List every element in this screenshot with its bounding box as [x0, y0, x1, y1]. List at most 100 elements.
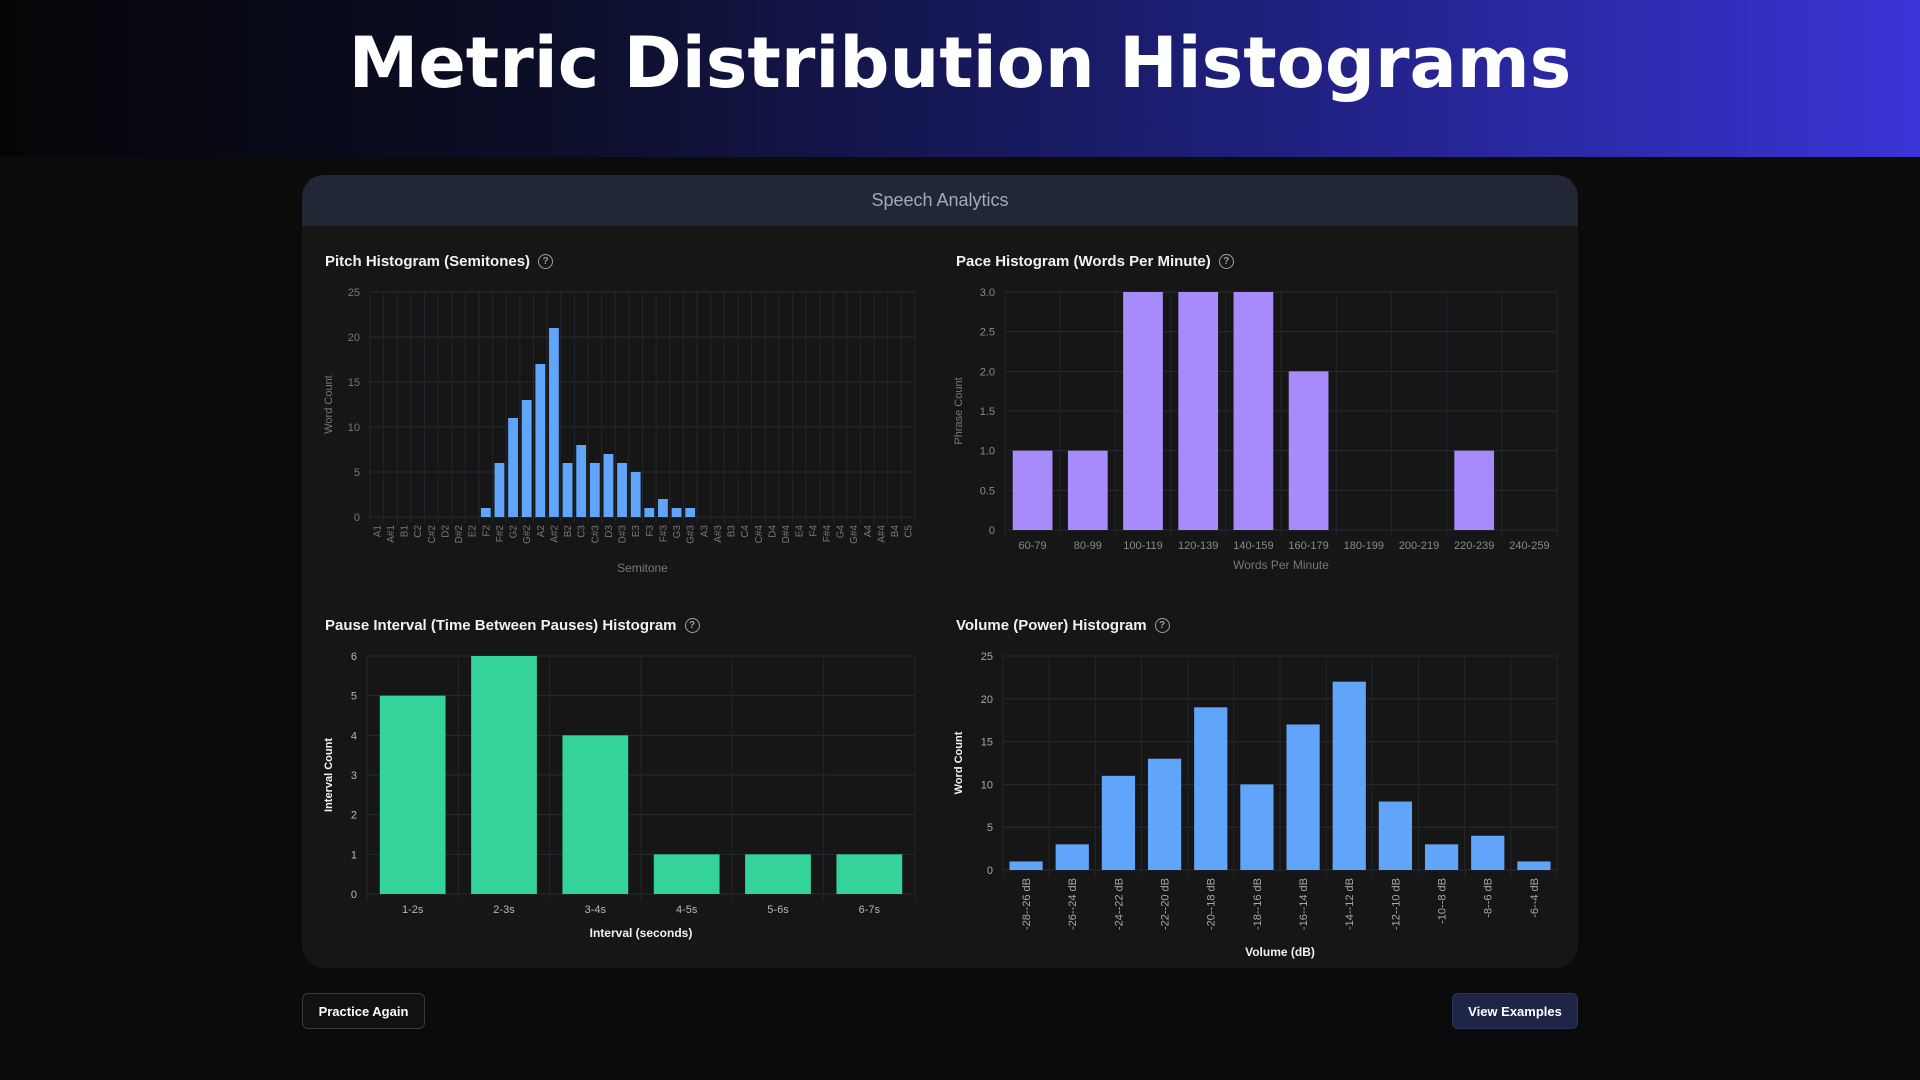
- y-tick-label: 25: [981, 651, 993, 663]
- x-tick-label: G2: [509, 525, 520, 539]
- bar-G2: [508, 418, 518, 517]
- pause-panel-title: Pause Interval (Time Between Pauses) His…: [325, 617, 700, 634]
- x-tick-label: 60-79: [1019, 540, 1047, 552]
- x-tick-label: E2: [468, 525, 479, 538]
- pause-histogram-chart: 0 1 2 3 4 5 6 1-2s 2-3s 3-4s 4-5s 5-6s 6-7s Interval …: [323, 651, 916, 940]
- x-tick-label: 160-179: [1288, 540, 1328, 552]
- bar--6-4-dB: [1517, 861, 1551, 870]
- x-tick-label: 1-2s: [402, 904, 424, 916]
- bar--20-18-dB: [1194, 707, 1228, 870]
- pitch-panel-title: Pitch Histogram (Semitones) ?: [325, 253, 554, 270]
- x-tick-label: 6-7s: [859, 904, 881, 916]
- x-tick-label: -16--14 dB: [1298, 878, 1310, 930]
- x-tick-label: C2: [413, 525, 424, 538]
- bar--28-26-dB: [1009, 861, 1043, 870]
- y-tick-label: 3: [351, 770, 357, 782]
- x-tick-label: E4: [795, 525, 806, 538]
- x-tick-label: A1: [372, 525, 383, 538]
- x-tick-label: 2-3s: [493, 904, 515, 916]
- x-tick-label: G#4: [849, 525, 860, 544]
- pace-title-text: Pace Histogram (Words Per Minute): [956, 253, 1211, 270]
- bar-G-3: [685, 508, 696, 517]
- x-tick-label: F3: [645, 525, 656, 537]
- y-tick-label: 15: [348, 377, 360, 389]
- x-tick-label: A#2: [549, 525, 560, 543]
- view-examples-button[interactable]: View Examples: [1452, 993, 1578, 1029]
- y-tick-label: 0: [354, 512, 360, 524]
- y-tick-label: 3.0: [980, 287, 995, 299]
- y-axis-title: Word Count: [323, 375, 335, 434]
- x-tick-label: B4: [890, 525, 901, 538]
- x-tick-label: E3: [631, 525, 642, 538]
- x-tick-label: -24--22 dB: [1113, 878, 1125, 930]
- x-axis-title: Volume (dB): [1245, 945, 1315, 959]
- y-tick-label: 1.5: [980, 406, 995, 418]
- y-tick-label: 2.0: [980, 366, 995, 378]
- practice-again-button[interactable]: Practice Again: [302, 993, 425, 1029]
- help-icon[interactable]: ?: [1154, 618, 1170, 633]
- x-tick-label: -8--6 dB: [1483, 878, 1495, 918]
- bar-G3: [671, 508, 682, 517]
- bar--14-12-dB: [1332, 681, 1366, 870]
- x-tick-label: A2: [536, 525, 547, 538]
- y-tick-label: 0: [351, 889, 357, 901]
- pace-panel-title: Pace Histogram (Words Per Minute) ?: [956, 253, 1234, 270]
- pace-histogram-chart: 0 0.5 1.0 1.5 2.0 2.5 3.0 60-79 80-99 100-119 120-…: [953, 287, 1558, 572]
- bar-D-3: [617, 463, 627, 517]
- y-tick-label: 1.0: [980, 446, 995, 458]
- x-tick-label: 120-139: [1178, 540, 1218, 552]
- x-tick-label: 5-6s: [767, 904, 789, 916]
- x-tick-label: G#3: [686, 525, 697, 544]
- y-tick-label: 25: [348, 287, 360, 299]
- bar--10-8-dB: [1424, 844, 1459, 870]
- help-icon[interactable]: ?: [538, 254, 554, 269]
- x-tick-label: B3: [727, 525, 738, 538]
- x-tick-label: -14--12 dB: [1344, 878, 1356, 930]
- x-tick-label: A#1: [386, 525, 397, 543]
- x-tick-label: G#2: [522, 525, 533, 544]
- bar--26-24-dB: [1055, 844, 1089, 870]
- bar-160-179: [1288, 371, 1329, 530]
- y-axis-title: Word Count: [953, 731, 965, 794]
- y-tick-label: 1: [351, 849, 357, 861]
- bar-C3: [576, 445, 587, 517]
- x-tick-label: G4: [836, 525, 847, 539]
- bar-1-2s: [379, 695, 446, 894]
- help-icon[interactable]: ?: [1218, 254, 1234, 269]
- bar-3-4s: [562, 735, 629, 894]
- y-tick-label: 10: [348, 422, 360, 434]
- y-tick-label: 5: [354, 467, 360, 479]
- pitch-title-text: Pitch Histogram (Semitones): [325, 253, 531, 270]
- x-tick-label: D#2: [454, 525, 465, 544]
- x-axis-title: Words Per Minute: [1233, 558, 1329, 572]
- y-tick-label: 0.5: [980, 485, 995, 497]
- card-title: Speech Analytics: [302, 175, 1578, 226]
- bar-F-2: [494, 463, 505, 517]
- x-tick-label: 3-4s: [585, 904, 607, 916]
- bar--16-14-dB: [1286, 724, 1320, 870]
- y-tick-label: 5: [351, 691, 357, 703]
- bar-A-2: [549, 328, 559, 517]
- x-tick-label: D#4: [781, 525, 792, 544]
- y-tick-label: 6: [351, 651, 357, 663]
- x-tick-label: F4: [808, 525, 819, 537]
- x-tick-label: -18--16 dB: [1252, 878, 1264, 930]
- pause-title-text: Pause Interval (Time Between Pauses) His…: [325, 617, 677, 634]
- volume-panel-title: Volume (Power) Histogram ?: [956, 617, 1170, 634]
- bar--24-22-dB: [1101, 775, 1136, 870]
- help-icon[interactable]: ?: [684, 618, 700, 633]
- x-tick-label: B2: [563, 525, 574, 538]
- x-tick-label: C4: [740, 525, 751, 538]
- header-banner: Metric Distribution Histograms: [0, 0, 1920, 157]
- x-tick-label: -20--18 dB: [1206, 878, 1218, 930]
- y-axis-title: Phrase Count: [953, 377, 965, 444]
- x-tick-label: C#2: [427, 525, 438, 544]
- y-tick-label: 15: [981, 737, 993, 749]
- bar--22-20-dB: [1147, 758, 1182, 870]
- x-tick-label: 4-5s: [676, 904, 698, 916]
- bar-6-7s: [836, 854, 903, 894]
- x-tick-label: 80-99: [1074, 540, 1102, 552]
- bar-100-119: [1123, 292, 1163, 530]
- y-tick-label: 0: [987, 865, 993, 877]
